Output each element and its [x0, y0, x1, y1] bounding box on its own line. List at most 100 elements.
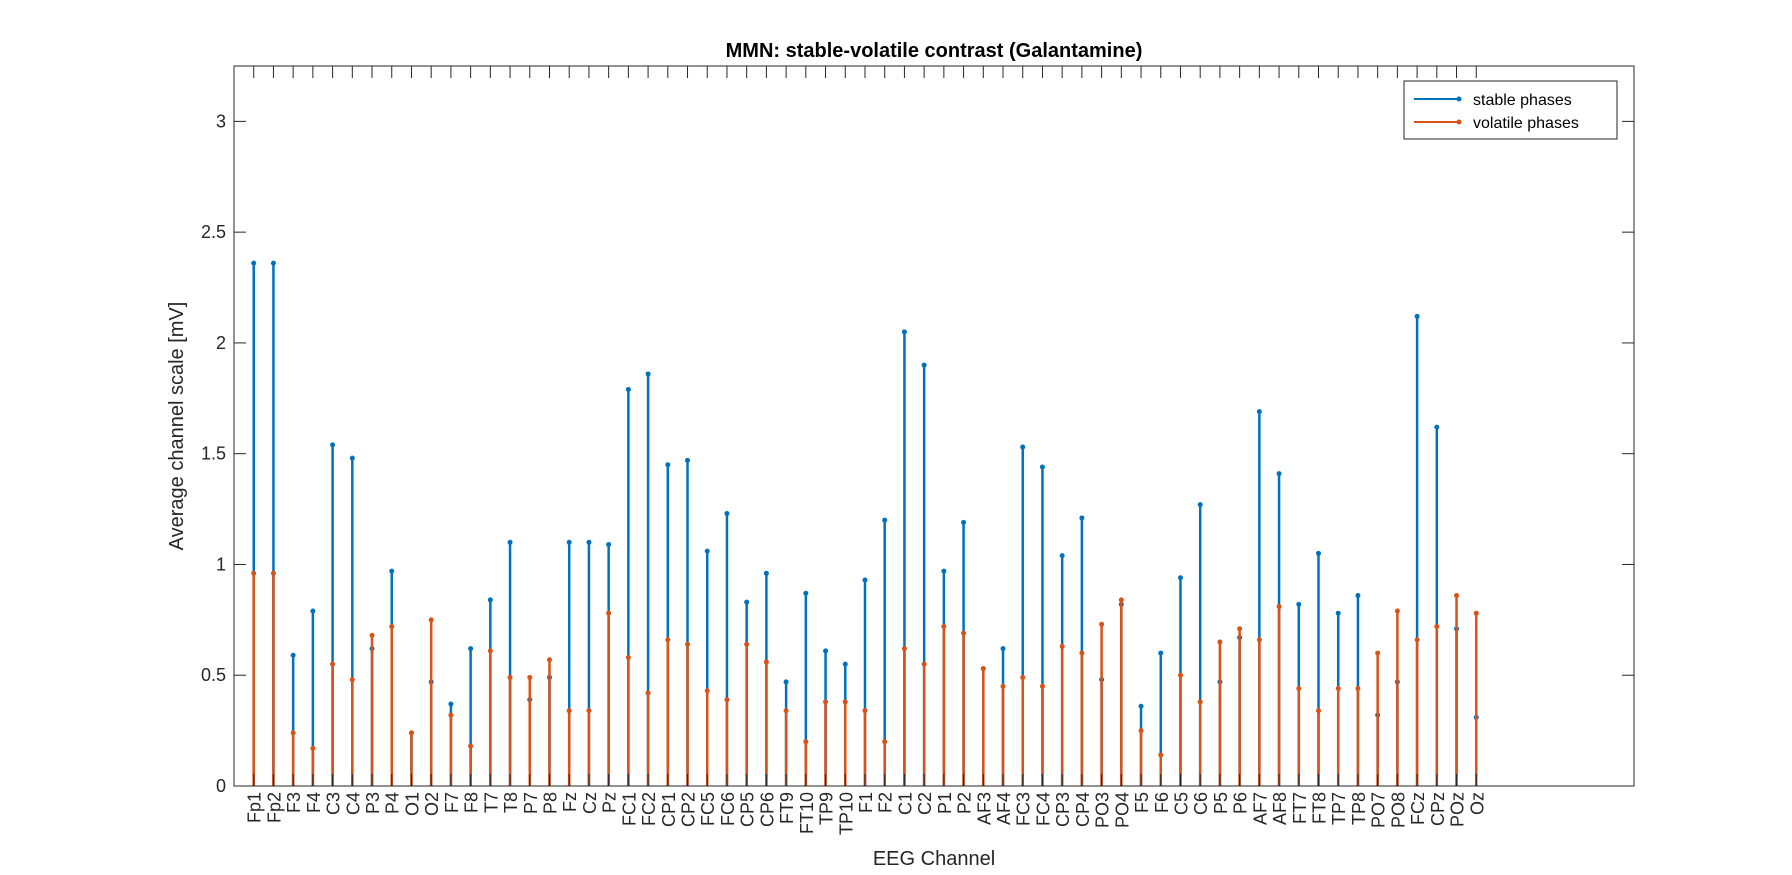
x-tick-label-AF4: AF4 — [994, 792, 1014, 825]
marker-volatile-FC5 — [704, 688, 710, 694]
marker-volatile-P5 — [1217, 639, 1223, 645]
marker-stable-TP9 — [823, 648, 829, 654]
marker-volatile-FT8 — [1316, 708, 1322, 714]
marker-stable-AF4 — [1000, 646, 1006, 652]
marker-stable-F7 — [448, 701, 454, 707]
marker-volatile-AF4 — [1000, 683, 1006, 689]
marker-volatile-T7 — [487, 648, 493, 654]
x-tick-label-CP1: CP1 — [659, 792, 679, 827]
marker-volatile-PO7 — [1375, 650, 1381, 656]
marker-volatile-Cz — [586, 708, 592, 714]
y-tick-label: 3 — [216, 111, 226, 131]
x-tick-label-Pz: Pz — [600, 792, 620, 813]
x-tick-label-F3: F3 — [284, 792, 304, 813]
marker-stable-FT9 — [783, 679, 789, 685]
marker-volatile-C3 — [330, 661, 336, 667]
marker-stable-TP7 — [1335, 610, 1341, 616]
x-tick-label-C5: C5 — [1171, 792, 1191, 815]
marker-stable-Pz — [606, 542, 612, 548]
marker-stable-FT7 — [1296, 601, 1302, 607]
marker-volatile-FC2 — [645, 690, 651, 696]
legend-label-volatile: volatile phases — [1473, 115, 1579, 132]
x-tick-label-FC6: FC6 — [718, 792, 738, 826]
legend: stable phases volatile phases — [1403, 80, 1618, 140]
x-tick-label-FC2: FC2 — [639, 792, 659, 826]
marker-volatile-TP9 — [823, 699, 829, 705]
stems-layer — [251, 260, 1479, 786]
x-tick-label-AF3: AF3 — [974, 792, 994, 825]
marker-volatile-Fp1 — [251, 570, 257, 576]
marker-stable-FC3 — [1020, 444, 1026, 450]
marker-stable-P2 — [961, 519, 967, 525]
x-tick-label-TP7: TP7 — [1329, 792, 1349, 825]
marker-volatile-AF7 — [1256, 637, 1262, 643]
y-axis-label: Average channel scale [mV] — [166, 302, 188, 551]
marker-stable-FT8 — [1316, 550, 1322, 556]
x-tick-label-F1: F1 — [856, 792, 876, 813]
marker-stable-FC2 — [645, 371, 651, 377]
marker-volatile-F4 — [310, 745, 316, 751]
marker-volatile-FT7 — [1296, 686, 1302, 692]
marker-volatile-TP8 — [1355, 686, 1361, 692]
marker-volatile-CP4 — [1079, 650, 1085, 656]
marker-volatile-O1 — [408, 730, 414, 736]
legend-marker-stable — [1456, 96, 1462, 102]
x-tick-label-P2: P2 — [955, 792, 975, 814]
marker-volatile-PO8 — [1394, 608, 1400, 614]
x-tick-label-T8: T8 — [501, 792, 521, 813]
x-tick-label-F8: F8 — [462, 792, 482, 813]
marker-volatile-P7 — [527, 674, 533, 680]
x-tick-label-O1: O1 — [402, 792, 422, 816]
marker-stable-CPz — [1434, 424, 1440, 430]
marker-volatile-F2 — [882, 739, 888, 745]
marker-stable-FCz — [1414, 313, 1420, 319]
x-tick-label-Cz: Cz — [580, 792, 600, 814]
x-tick-label-CP4: CP4 — [1073, 792, 1093, 827]
marker-stable-TP10 — [842, 661, 848, 667]
x-tick-label-FC3: FC3 — [1014, 792, 1034, 826]
marker-stable-T8 — [507, 539, 513, 545]
x-tick-label-F2: F2 — [876, 792, 896, 813]
marker-stable-FC1 — [625, 386, 631, 392]
marker-stable-CP5 — [744, 599, 750, 605]
marker-volatile-PO3 — [1099, 621, 1105, 627]
marker-volatile-C2 — [921, 661, 927, 667]
x-tick-label-C2: C2 — [915, 792, 935, 815]
x-tick-label-FC1: FC1 — [619, 792, 639, 826]
marker-stable-CP1 — [665, 462, 671, 468]
marker-stable-C2 — [921, 362, 927, 368]
marker-volatile-AF8 — [1276, 604, 1282, 610]
x-tick-label-P6: P6 — [1231, 792, 1251, 814]
marker-stable-FC5 — [704, 548, 710, 554]
legend-marker-volatile — [1456, 119, 1462, 125]
x-tick-label-F5: F5 — [1132, 792, 1152, 813]
marker-stable-P4 — [389, 568, 395, 574]
marker-volatile-FC3 — [1020, 674, 1026, 680]
marker-volatile-Fz — [566, 708, 572, 714]
x-tick-label-FC4: FC4 — [1033, 792, 1053, 826]
marker-stable-Fp2 — [270, 260, 276, 266]
marker-stable-CP3 — [1059, 553, 1065, 559]
marker-volatile-FT9 — [783, 708, 789, 714]
marker-stable-FC6 — [724, 511, 730, 517]
x-tick-label-PO7: PO7 — [1369, 792, 1389, 828]
x-tick-label-C4: C4 — [343, 792, 363, 815]
marker-stable-F4 — [310, 608, 316, 614]
marker-stable-F6 — [1158, 650, 1164, 656]
plot-area — [234, 66, 1634, 786]
x-tick-label-C6: C6 — [1191, 792, 1211, 815]
marker-volatile-FC6 — [724, 697, 730, 703]
marker-volatile-P2 — [961, 630, 967, 636]
marker-volatile-FT10 — [803, 739, 809, 745]
x-tick-label-O2: O2 — [422, 792, 442, 816]
x-tick-label-P1: P1 — [935, 792, 955, 814]
x-tick-label-C3: C3 — [324, 792, 344, 815]
marker-stable-C1 — [901, 329, 907, 335]
y-tick-label: 1.5 — [201, 444, 226, 464]
marker-stable-C5 — [1177, 575, 1183, 581]
marker-volatile-FC1 — [625, 655, 631, 661]
marker-volatile-POz — [1454, 592, 1460, 598]
x-tick-label-POz: POz — [1448, 792, 1468, 827]
x-tick-label-P4: P4 — [383, 792, 403, 814]
x-tick-label-PO8: PO8 — [1388, 792, 1408, 828]
